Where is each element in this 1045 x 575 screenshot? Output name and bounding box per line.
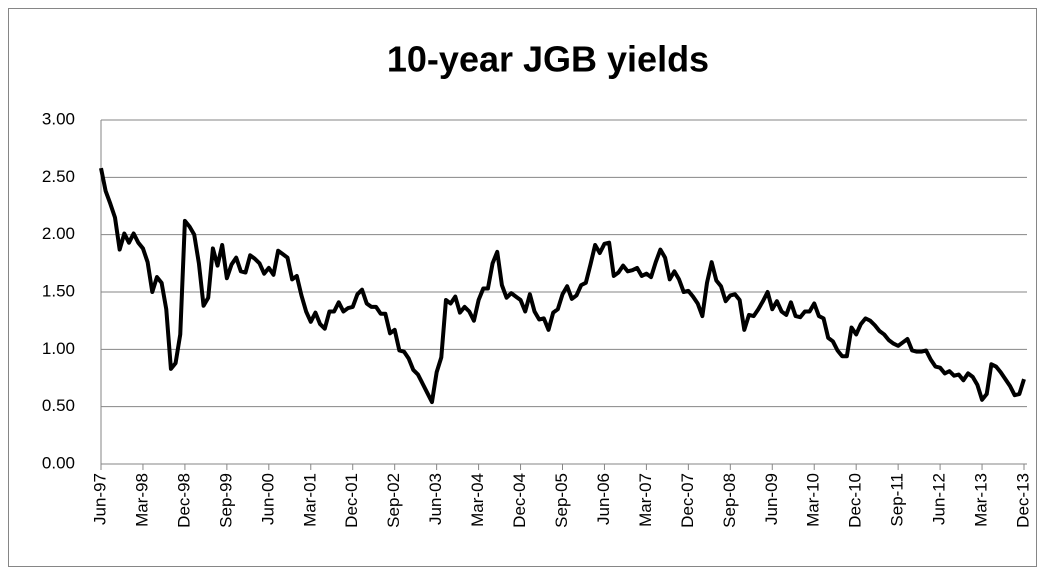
y-tick-label: 3.00 (42, 109, 75, 128)
x-tick-label: Mar-10 (804, 473, 823, 527)
x-tick-label: Sep-02 (384, 473, 403, 528)
x-tick-label: Jun-00 (258, 473, 277, 525)
x-tick-label: Dec-98 (174, 473, 193, 528)
x-tick-label: Mar-07 (636, 473, 655, 527)
x-tick-label: Dec-07 (678, 473, 697, 528)
x-tick-label: Sep-05 (552, 473, 571, 528)
chart-title: 10-year JGB yields (387, 39, 709, 80)
chart-border (8, 8, 1037, 567)
x-tick-label: Sep-11 (888, 473, 907, 527)
x-tick-label: Sep-99 (216, 473, 235, 528)
series-line (99, 167, 1026, 405)
x-tick-label: Jun-09 (762, 473, 781, 525)
x-tick-label: Mar-04 (468, 473, 487, 527)
y-tick-label: 0.50 (42, 396, 75, 415)
x-tick-label: Mar-13 (972, 473, 991, 527)
x-tick-label: Dec-04 (510, 473, 529, 528)
x-tick-label: Sep-08 (720, 473, 739, 528)
y-tick-label: 1.50 (42, 281, 75, 300)
x-tick-label: Dec-01 (342, 473, 361, 528)
x-tick-label: Jun-06 (594, 473, 613, 525)
y-tick-label: 1.00 (42, 339, 75, 358)
x-tick-label: Dec-13 (1013, 473, 1032, 528)
x-tick-label: Jun-12 (930, 473, 949, 525)
x-tick-label: Jun-03 (426, 473, 445, 525)
y-tick-label: 2.00 (42, 224, 75, 243)
x-tick-label: Jun-97 (90, 473, 109, 525)
y-tick-label: 2.50 (42, 167, 75, 186)
x-tick-label: Mar-01 (300, 473, 319, 527)
x-tick-label: Mar-98 (132, 473, 151, 527)
x-tick-label: Dec-10 (846, 473, 865, 528)
y-tick-label: 0.00 (42, 453, 75, 472)
